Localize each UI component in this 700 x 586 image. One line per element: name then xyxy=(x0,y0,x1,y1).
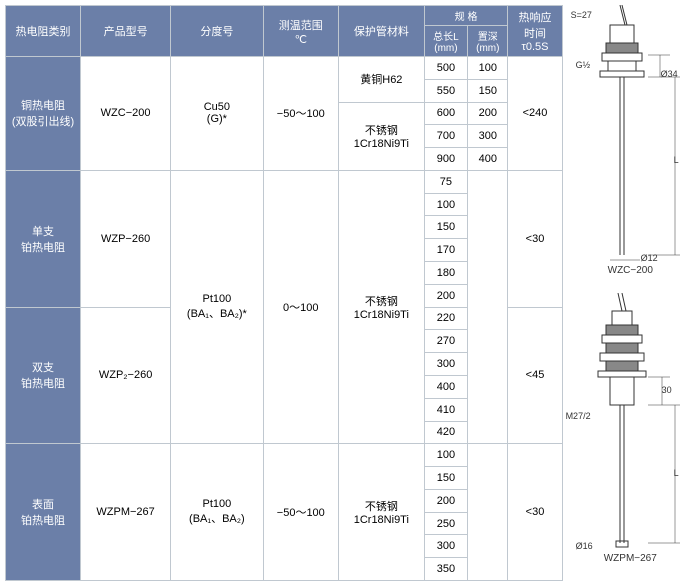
cell-length: 500 xyxy=(424,57,467,80)
th-category: 热电阻类别 xyxy=(6,6,81,57)
th-model: 产品型号 xyxy=(81,6,171,57)
cell-temp-range: −50～100 xyxy=(263,444,338,581)
label-30: 30 xyxy=(662,385,672,395)
diagram-label-bottom: WZPM−267 xyxy=(566,553,695,564)
th-length: 总长L(mm) xyxy=(424,26,467,57)
cell-response: <30 xyxy=(508,170,562,307)
cell-gradation: Pt100(BA₁、BA₂)* xyxy=(171,170,263,443)
table-row: 铜热电阻(双股引出线) WZC−200 Cu50(G)* −50～100 黄铜H… xyxy=(6,57,563,80)
label-d12: Ø12 xyxy=(641,253,658,263)
label-d16: Ø16 xyxy=(576,541,593,551)
label-m27: M27/2 xyxy=(566,411,591,421)
label-L: L xyxy=(674,155,679,165)
cell-material: 不锈钢1Cr18Ni9Ti xyxy=(339,102,425,170)
cell-material: 黄铜H62 xyxy=(339,57,425,103)
cell-model: WZP−260 xyxy=(81,170,171,307)
label-g: G½ xyxy=(576,60,591,70)
diagrams-panel: S=27 G½ Ø34 L Ø12 WZC−200 xyxy=(563,5,695,581)
th-depth: 置深(mm) xyxy=(468,26,508,57)
table-row: 表面铂热电阻 WZPM−267 Pt100(BA₁、BA₂) −50～100 不… xyxy=(6,444,563,467)
cell-category: 单支铂热电阻 xyxy=(6,170,81,307)
cell-gradation: Pt100(BA₁、BA₂) xyxy=(171,444,263,581)
cell-model: WZPM−267 xyxy=(81,444,171,581)
cell-temp-range: −50～100 xyxy=(263,57,338,171)
cell-category: 铜热电阻(双股引出线) xyxy=(6,57,81,171)
cell-depth: 100 xyxy=(468,57,508,80)
spec-table: 热电阻类别 产品型号 分度号 测温范围℃ 保护管材料 规 格 热响应时间τ0.5… xyxy=(5,5,563,581)
cell-depth-empty xyxy=(468,444,508,581)
th-spec: 规 格 xyxy=(424,6,508,26)
cell-response: <240 xyxy=(508,57,562,171)
cell-category: 表面铂热电阻 xyxy=(6,444,81,581)
th-temp-range: 测温范围℃ xyxy=(263,6,338,57)
cell-depth-empty xyxy=(468,170,508,443)
cell-material: 不锈钢1Cr18Ni9Ti xyxy=(339,444,425,581)
cell-response: <30 xyxy=(508,444,562,581)
cell-material: 不锈钢1Cr18Ni9Ti xyxy=(339,170,425,443)
wzc-200-diagram xyxy=(570,5,690,265)
diagram-label-top: WZC−200 xyxy=(566,265,695,276)
cell-temp-range: 0～100 xyxy=(263,170,338,443)
wzpm-267-diagram xyxy=(570,293,690,553)
cell-response: <45 xyxy=(508,307,562,444)
th-response: 热响应时间τ0.5S xyxy=(508,6,562,57)
label-d34: Ø34 xyxy=(661,69,678,79)
label-L2: L xyxy=(674,468,679,478)
cell-gradation: Cu50(G)* xyxy=(171,57,263,171)
cell-category: 双支铂热电阻 xyxy=(6,307,81,444)
th-tube-material: 保护管材料 xyxy=(339,6,425,57)
th-gradation: 分度号 xyxy=(171,6,263,57)
cell-model: WZC−200 xyxy=(81,57,171,171)
label-s: S=27 xyxy=(571,10,592,20)
table-row: 单支铂热电阻 WZP−260 Pt100(BA₁、BA₂)* 0～100 不锈钢… xyxy=(6,170,563,193)
cell-model: WZP₂−260 xyxy=(81,307,171,444)
